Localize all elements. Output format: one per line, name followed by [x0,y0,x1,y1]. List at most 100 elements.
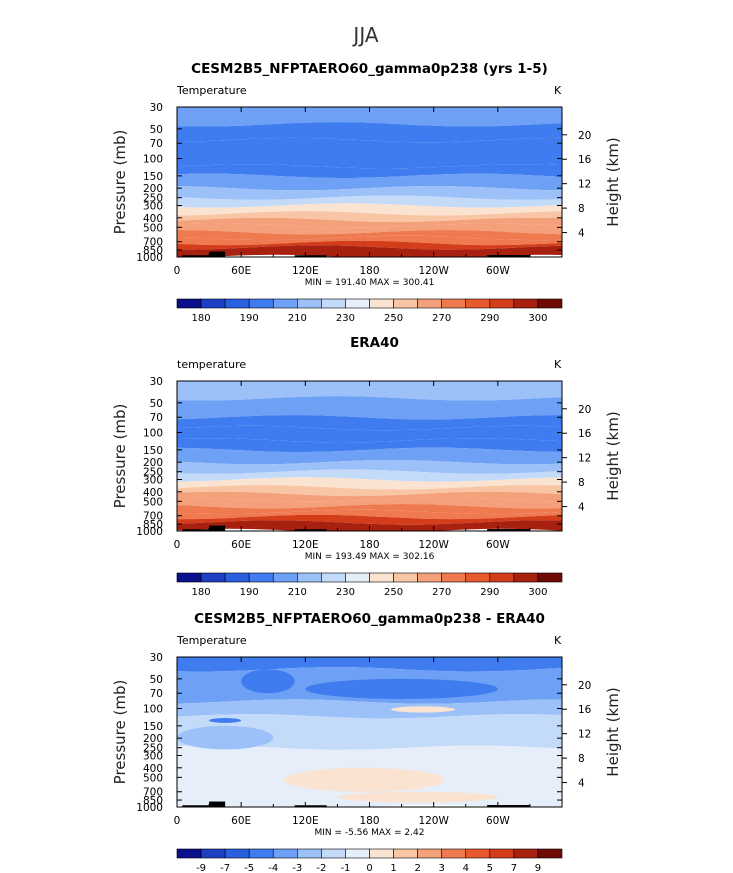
contour-band [177,514,562,525]
colorbar-label: -1 [340,863,350,873]
contour-band [177,240,562,250]
colorbar-box [321,298,346,309]
colorbar-box [393,298,418,309]
contour-patch [283,767,445,792]
topography [487,805,530,807]
topography [294,529,327,531]
x-tick-label: 120E [292,539,319,551]
y-tick-label: 400 [143,213,163,225]
colorbar-box [248,572,274,583]
min-max-stats: MIN = -5.56 MAX = 2.42 [315,828,425,838]
topography [209,251,226,257]
y-tick-label: 700 [143,237,163,249]
colorbar-box [465,298,491,309]
colorbar-label: -7 [220,863,230,873]
y-tick-label: 300 [143,474,163,486]
x-tick-label: 0 [174,265,181,277]
x-tick-label: 60W [486,265,510,277]
y-tick-label: 400 [143,763,163,775]
colorbar-label: 250 [384,313,403,324]
y-tick-label: 70 [150,412,163,424]
contour-band [177,396,562,420]
x-tick-label: 180 [359,815,379,827]
panel-title: CESM2B5_NFPTAERO60_gamma0p238 - ERA40 [194,611,545,627]
contour-band [177,714,562,750]
height-tick-label: 8 [578,753,585,765]
x-tick-label: 60E [231,539,251,551]
contour-patch [241,669,295,694]
colorbar-box [176,572,202,583]
colorbar-box [369,572,394,583]
height-tick-label: 12 [578,729,591,741]
colorbar-box [537,298,563,309]
y-tick-label: 30 [150,102,163,114]
colorbar-box [272,572,298,583]
height-tick-label: 4 [578,778,585,790]
panel-difference: CESM2B5_NFPTAERO60_gamma0p238 - ERA40 Tem… [111,611,622,873]
contour-band [177,469,562,482]
y-tick-label: 850 [143,245,163,257]
contour-band [177,509,562,520]
height-tick-label: 8 [578,477,585,489]
y-tick-label: 70 [150,688,163,700]
colorbar-box [345,572,370,583]
contour-band [177,203,562,216]
colorbar-box [441,298,467,309]
x-tick-label: 0 [174,815,181,827]
colorbar-box [176,298,202,309]
colorbar: 180 190 210 230 250 270 290 300 [176,298,563,324]
y-tick-label: 850 [143,519,163,531]
contour-patch [337,791,498,803]
height-tick-label: 20 [578,680,591,692]
contour-band [177,477,562,490]
y-tick-label: 100 [143,704,163,716]
y-axis-label-right: Height (km) [604,411,622,500]
colorbar-label: 180 [192,587,211,598]
y-tick-label: 500 [143,496,163,508]
x-tick-label: 60E [231,265,251,277]
y-axis-label-right: Height (km) [604,687,622,776]
colorbar-box [272,298,298,309]
y-tick-label: 300 [143,750,163,762]
colorbar-box [417,572,442,583]
colorbar-box [441,572,467,583]
colorbar-box [537,848,563,859]
topography [182,529,210,531]
x-tick-label: 60E [231,815,251,827]
contour-band [177,491,562,502]
colorbar-label: 190 [240,313,259,324]
x-tick-label: 180 [359,539,379,551]
colorbar-box [200,298,226,309]
colorbar-box [345,298,370,309]
contour-band [177,164,562,178]
y-tick-label: 1000 [136,526,163,538]
units-label: K [554,358,562,371]
colorbar-label: 290 [480,587,499,598]
colorbar-label: 270 [432,587,451,598]
colorbar-box [417,298,442,309]
y-tick-label: 250 [143,743,163,755]
height-tick-label: 12 [578,179,591,191]
contour-band [177,497,562,509]
y-tick-label: 300 [143,200,163,212]
panel-model: CESM2B5_NFPTAERO60_gamma0p238 (yrs 1-5) T… [111,61,622,324]
contour-patch [390,706,456,713]
contour-band [177,137,562,169]
colorbar-label: 270 [432,313,451,324]
contour-field [177,381,562,531]
contour-band [177,425,562,443]
variable-label: Temperature [176,84,247,97]
y-tick-label: 850 [143,795,163,807]
y-tick-label: 200 [143,733,163,745]
colorbar-label: 1 [390,863,396,873]
y-axis-label: Pressure (mb) [111,404,129,509]
colorbar-box [393,848,418,859]
colorbar-label: -5 [244,863,254,873]
colorbar-label: 190 [240,587,259,598]
height-tick-label: 16 [578,428,592,440]
contour-band [177,485,562,497]
height-tick-label: 20 [578,404,591,416]
y-axis-label-right: Height (km) [604,137,622,226]
topography [294,255,327,257]
colorbar-box [489,572,515,583]
